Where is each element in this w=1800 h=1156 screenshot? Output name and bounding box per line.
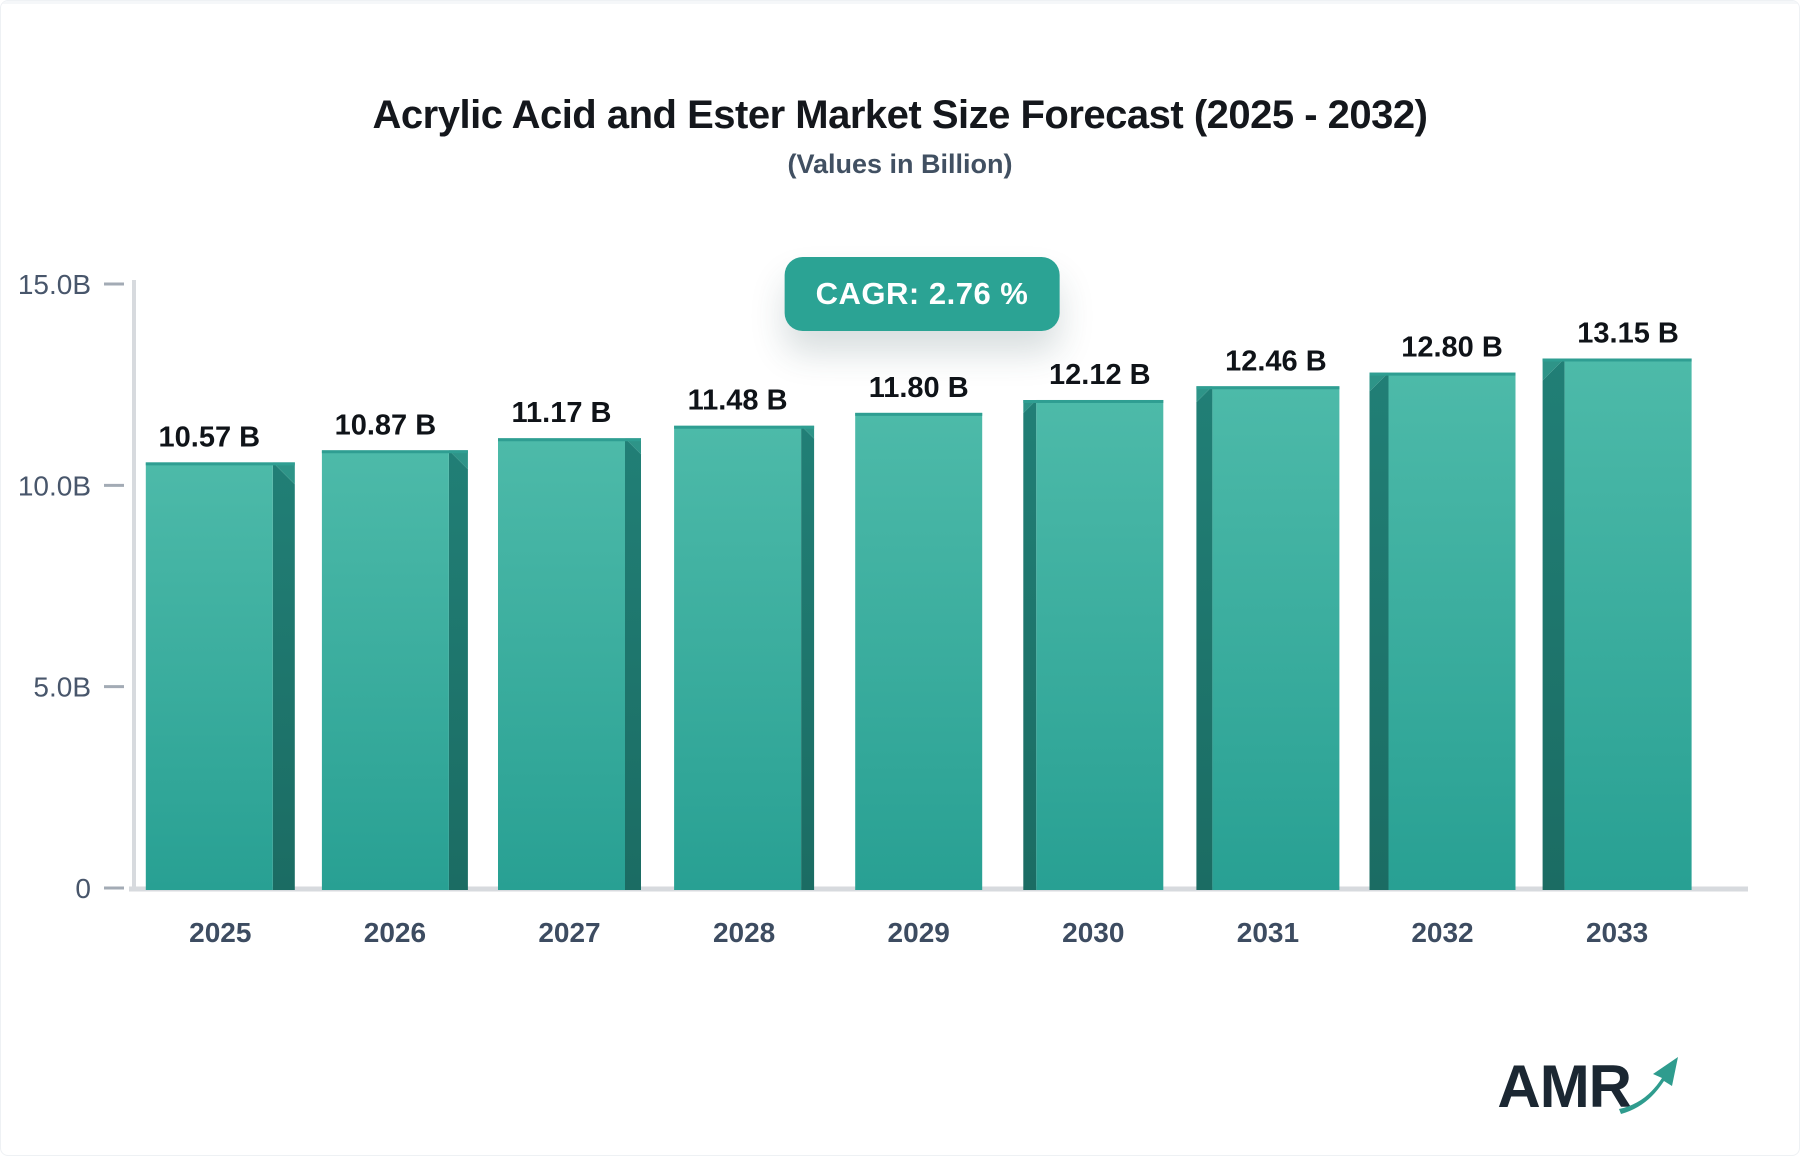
y-axis-label: 10.0B xyxy=(18,470,91,501)
bar-value-label: 11.80 B xyxy=(869,372,969,404)
bar-face xyxy=(1036,399,1164,890)
bar-face xyxy=(321,450,449,890)
bar-2028: 11.48 B 2028 xyxy=(674,385,815,948)
bar-2026: 10.87 B 2026 xyxy=(321,409,468,948)
bar-side-face xyxy=(1023,399,1037,890)
x-axis-label: 2027 xyxy=(538,917,600,948)
amr-logo: AMR xyxy=(1497,1053,1681,1117)
bar-face xyxy=(855,412,983,890)
bar-value-label: 12.46 B xyxy=(1225,345,1327,377)
bar-side-face xyxy=(801,425,815,890)
bar-side-face xyxy=(625,438,641,890)
bar-bevel xyxy=(448,450,468,470)
bar-face xyxy=(1388,372,1516,890)
bar-value-label: 12.12 B xyxy=(1049,359,1151,391)
bar-value-label: 11.17 B xyxy=(512,397,612,429)
bar-bevel xyxy=(272,462,295,485)
x-axis-label: 2025 xyxy=(189,917,251,948)
bar-face xyxy=(145,462,273,890)
amr-logo-text: AMR xyxy=(1497,1053,1632,1120)
bar-side-face xyxy=(1542,358,1565,890)
y-axis-label: 5.0B xyxy=(33,672,91,703)
bar-side-face xyxy=(1196,386,1213,890)
bar-bevel xyxy=(625,438,641,455)
bar-side-face xyxy=(1369,372,1389,890)
bar-face xyxy=(1564,358,1692,890)
cagr-badge: CAGR: 2.76 % xyxy=(784,257,1060,331)
chart-subtitle: (Values in Billion) xyxy=(787,149,1013,179)
bar-bevel xyxy=(801,425,815,439)
bar-side-face xyxy=(448,450,468,890)
bar-2031: 12.46 B 2031 xyxy=(1196,345,1340,948)
bar-2033: 13.15 B 2033 xyxy=(1542,317,1692,948)
chart-title: Acrylic Acid and Ester Market Size Forec… xyxy=(372,93,1428,137)
bar-value-label: 13.15 B xyxy=(1577,317,1679,349)
x-axis-label: 2029 xyxy=(888,917,950,948)
y-axis-label: 15.0B xyxy=(18,269,91,300)
page-top-edge xyxy=(1,1,1799,4)
bar-2032: 12.80 B 2032 xyxy=(1369,332,1516,948)
y-axis-label: 0 xyxy=(75,873,91,904)
bar-bevel xyxy=(1196,386,1213,403)
bar-side-face xyxy=(272,462,295,890)
bar-bevel xyxy=(1023,399,1037,413)
bar-face xyxy=(1212,386,1340,890)
x-axis-label: 2031 xyxy=(1237,917,1299,948)
bar-bevel xyxy=(1369,372,1389,392)
bar-value-label: 10.87 B xyxy=(335,409,437,441)
bar-value-label: 11.48 B xyxy=(688,385,788,417)
bar-value-label: 12.80 B xyxy=(1401,332,1503,364)
x-axis-label: 2033 xyxy=(1586,917,1648,948)
growth-arrow-icon xyxy=(1619,1057,1678,1114)
bar-face xyxy=(498,438,625,890)
bar-2029: 11.80 B 2029 xyxy=(855,372,983,948)
x-axis-label: 2032 xyxy=(1411,917,1473,948)
x-axis-label: 2028 xyxy=(713,917,775,948)
x-axis-label: 2026 xyxy=(364,917,426,948)
bar-bevel xyxy=(1542,358,1565,381)
bar-2027: 11.17 B 2027 xyxy=(498,397,641,948)
x-axis-label: 2030 xyxy=(1062,917,1124,948)
bar-face xyxy=(674,425,802,890)
bar-2025: 10.57 B 2025 xyxy=(145,421,295,948)
bar-value-label: 10.57 B xyxy=(159,421,261,453)
bar-2030: 12.12 B 2030 xyxy=(1023,359,1164,948)
